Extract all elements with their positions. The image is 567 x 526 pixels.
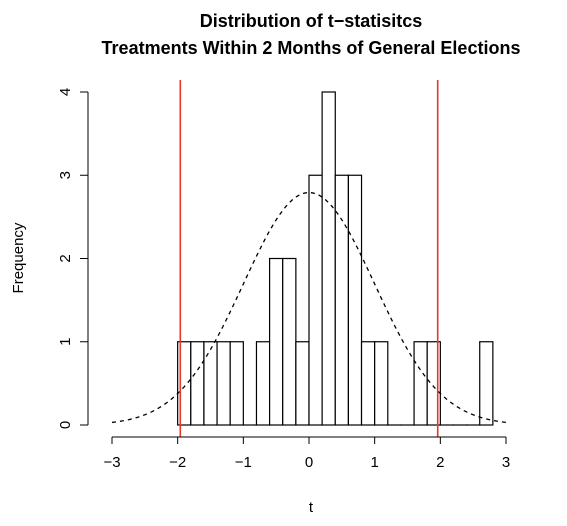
normal-density-curve	[111, 191, 507, 424]
histogram-bar-15	[374, 341, 389, 426]
chart-title: Distribution of t−statisitcs	[200, 11, 423, 31]
histogram-bar-13	[347, 174, 363, 426]
y-tick-label-4: 4	[57, 88, 74, 96]
x-tick-label-5: 2	[436, 454, 444, 471]
x-tick-label-2: −1	[235, 454, 252, 471]
reference-lines	[179, 80, 439, 437]
histogram-bar-23	[479, 341, 494, 426]
histogram-bar-2	[203, 341, 218, 426]
y-axis-label: Frequency	[10, 222, 27, 293]
x-tick-label-1: −2	[169, 454, 186, 471]
x-axis-label: t	[309, 499, 314, 516]
y-tick-label-2: 2	[57, 254, 74, 262]
histogram-bar-6	[255, 341, 271, 426]
x-axis: −3 −2 −1 0 1 2 3	[103, 436, 510, 471]
histogram-bar-1	[190, 341, 205, 426]
histogram-bar-8	[282, 257, 297, 426]
density-curve-layer	[111, 191, 507, 424]
chart-subtitle: Treatments Within 2 Months of General El…	[102, 38, 521, 58]
histogram-bar-9	[295, 341, 310, 426]
histogram-bar-7	[269, 257, 284, 426]
histogram-bar-14	[360, 341, 376, 426]
histogram-bar-3	[216, 341, 231, 426]
x-tick-label-4: 1	[370, 454, 378, 471]
y-tick-label-0: 0	[57, 421, 74, 429]
histogram-bars	[177, 91, 494, 426]
histogram-bar-18	[413, 341, 428, 426]
x-tick-label-3: 0	[305, 454, 313, 471]
y-tick-label-3: 3	[57, 171, 74, 179]
histogram-bar-4	[229, 341, 244, 426]
histogram-bar-11	[321, 91, 336, 426]
y-axis: 0 1 2 3 4	[57, 88, 89, 429]
y-tick-label-1: 1	[57, 338, 74, 346]
x-tick-label-0: −3	[103, 454, 120, 471]
x-tick-label-6: 3	[502, 454, 510, 471]
histogram-bar-10	[308, 174, 323, 426]
